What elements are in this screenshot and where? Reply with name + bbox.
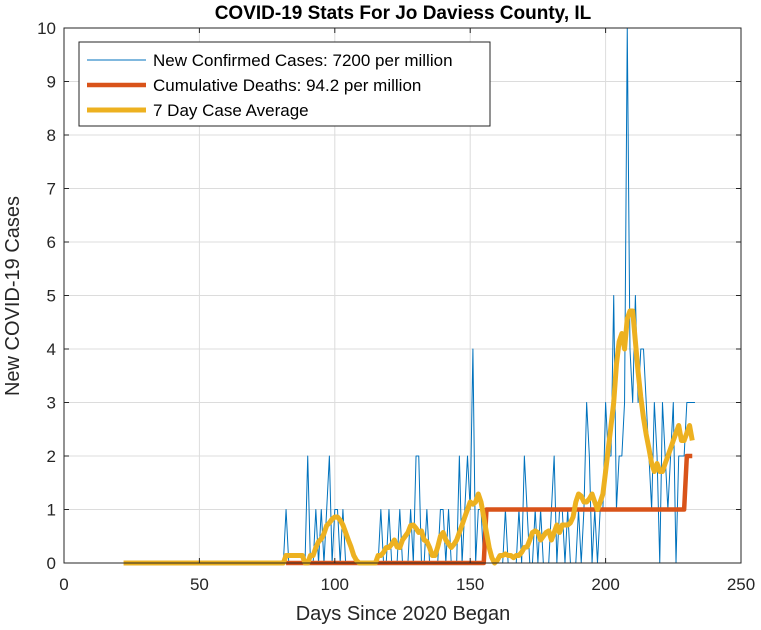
legend-label-7-day-average: 7 Day Case Average: [153, 101, 309, 120]
y-tick-label: 2: [47, 447, 56, 466]
y-tick-label: 9: [47, 73, 56, 92]
y-tick-label: 6: [47, 233, 56, 252]
axes-box: [63, 27, 742, 564]
x-tick-label: 0: [59, 575, 68, 594]
x-tick-label: 150: [456, 575, 484, 594]
axes-layer: [63, 27, 742, 564]
y-tick-label: 3: [47, 394, 56, 413]
x-tick-label: 100: [321, 575, 349, 594]
legend-label-cumulative-deaths: Cumulative Deaths: 94.2 per million: [153, 76, 421, 95]
y-tick-label: 4: [47, 340, 56, 359]
chart-title: COVID-19 Stats For Jo Daviess County, IL: [215, 3, 592, 24]
y-axis-label: New COVID-19 Cases: [2, 196, 24, 396]
legend: New Confirmed Cases: 7200 per million Cu…: [78, 41, 491, 127]
y-tick-label: 1: [47, 501, 56, 520]
x-axis-label: Days Since 2020 Began: [296, 603, 511, 625]
x-tick-label: 50: [190, 575, 209, 594]
y-tick-label: 7: [47, 180, 56, 199]
y-tick-label: 10: [37, 19, 56, 38]
legend-box: [78, 41, 491, 127]
seven-day-average-line: [123, 308, 695, 566]
y-tick-label: 8: [47, 126, 56, 145]
x-tick-label: 200: [591, 575, 619, 594]
y-tick-label: 0: [47, 554, 56, 573]
legend-label-new-cases: New Confirmed Cases: 7200 per million: [153, 51, 453, 70]
tick-label-layer: 0 50 100 150 200 250 0 1 2 3 4 5 6 7 8 9 10: [37, 19, 755, 594]
y-tick-label: 5: [47, 287, 56, 306]
x-tick-label: 250: [727, 575, 755, 594]
